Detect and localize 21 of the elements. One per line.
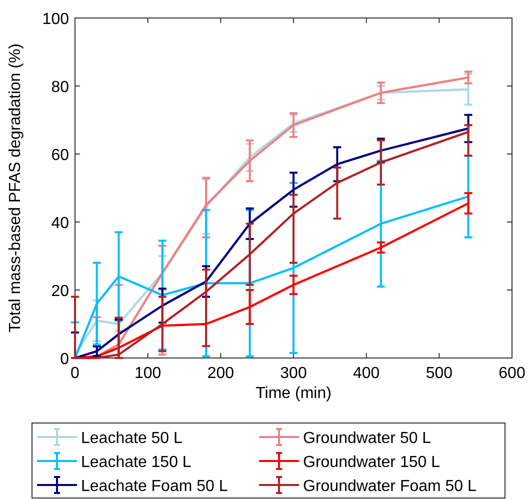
y-axis-title: Total mass-based PFAS degradation (%) xyxy=(7,43,24,333)
legend-label: Groundwater Foam 50 L xyxy=(303,478,477,495)
legend-label: Leachate 50 L xyxy=(81,430,183,447)
legend-label: Leachate Foam 50 L xyxy=(81,478,228,495)
y-tick-label: 60 xyxy=(51,147,70,164)
y-tick-label: 40 xyxy=(51,215,70,232)
x-tick-label: 200 xyxy=(207,365,234,382)
y-tick-label: 20 xyxy=(51,283,70,300)
y-tick-label: 0 xyxy=(60,351,70,368)
x-tick-label: 100 xyxy=(134,365,162,382)
x-tick-label: 500 xyxy=(426,365,453,382)
x-tick-label: 300 xyxy=(280,365,307,382)
y-tick-label: 80 xyxy=(51,79,70,96)
legend-label: Groundwater 50 L xyxy=(303,430,432,447)
legend-label: Leachate 150 L xyxy=(81,454,192,471)
legend-label: Groundwater 150 L xyxy=(303,454,440,471)
x-tick-label: 0 xyxy=(70,365,80,382)
x-tick-label: 600 xyxy=(498,365,526,382)
x-axis-title: Time (min) xyxy=(256,385,332,402)
y-tick-label: 100 xyxy=(42,11,70,28)
x-tick-label: 400 xyxy=(352,365,380,382)
